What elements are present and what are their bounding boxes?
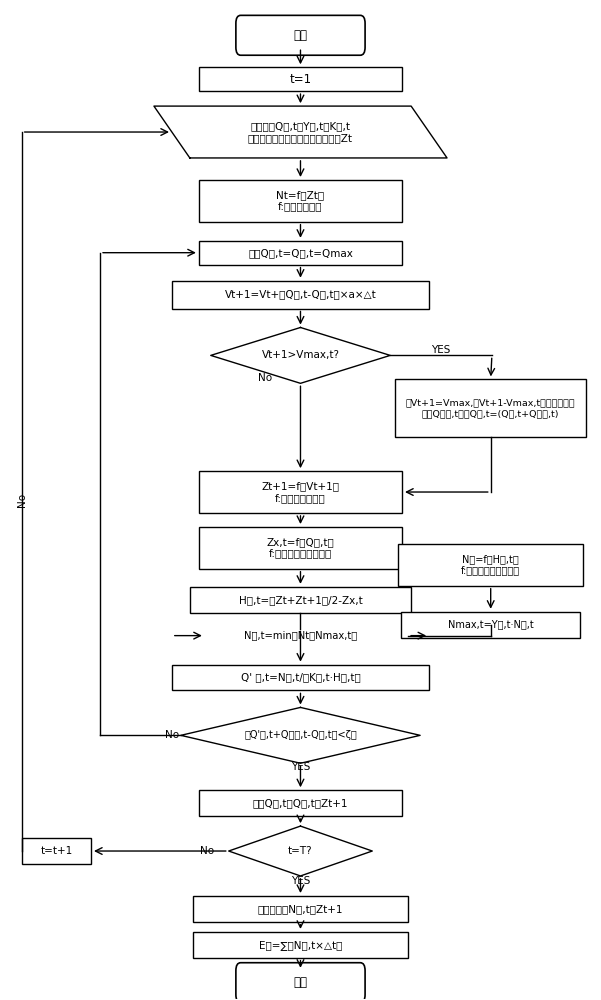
Text: t=1: t=1 bbox=[290, 73, 311, 86]
Bar bbox=[199, 471, 402, 513]
Bar bbox=[401, 612, 581, 638]
Bar bbox=[199, 180, 402, 222]
Text: 读取数据Q入,t、Y模,t、K模,t
令上一时段末水位为本时段初水位Zt: 读取数据Q入,t、Y模,t、K模,t 令上一时段末水位为本时段初水位Zt bbox=[248, 121, 353, 143]
Text: YES: YES bbox=[432, 345, 451, 355]
Text: 结束: 结束 bbox=[293, 976, 308, 989]
Text: 令Vt+1=Vmax,则Vt+1-Vmax,t为弃水量，并
计算Q泄流,t，则Q模,t=(Q流,t+Q泄流,t): 令Vt+1=Vmax,则Vt+1-Vmax,t为弃水量，并 计算Q泄流,t，则Q… bbox=[406, 399, 576, 418]
Polygon shape bbox=[229, 826, 372, 876]
Text: YES: YES bbox=[291, 876, 310, 886]
Text: 输出各时段N模,t、Zt+1: 输出各时段N模,t、Zt+1 bbox=[258, 904, 343, 914]
Text: N模,t=min（Nt，Nmax,t）: N模,t=min（Nt，Nmax,t） bbox=[244, 631, 357, 641]
Text: Zt+1=f（Vt+1）
f:查水位库容曲线: Zt+1=f（Vt+1） f:查水位库容曲线 bbox=[261, 481, 340, 503]
Bar bbox=[172, 281, 429, 309]
Bar bbox=[199, 790, 402, 816]
FancyBboxPatch shape bbox=[236, 15, 365, 55]
Text: Zx,t=f（Q模,t）
f:查下游水位流量曲线: Zx,t=f（Q模,t） f:查下游水位流量曲线 bbox=[267, 537, 334, 559]
Text: 假定Q模,t=Q流,t=Qmax: 假定Q模,t=Q流,t=Qmax bbox=[248, 248, 353, 258]
Bar bbox=[395, 379, 587, 437]
Bar bbox=[199, 241, 402, 265]
Text: 记录Q流,t、Q模,t、Zt+1: 记录Q流,t、Q模,t、Zt+1 bbox=[253, 798, 348, 808]
Text: Vt+1>Vmax,t?: Vt+1>Vmax,t? bbox=[261, 350, 340, 360]
Text: No: No bbox=[200, 846, 214, 856]
Text: No: No bbox=[17, 493, 26, 507]
Text: 开始: 开始 bbox=[293, 29, 308, 42]
Bar bbox=[193, 932, 408, 958]
Bar bbox=[199, 67, 402, 91]
Text: E模=∑（N模,t×△t）: E模=∑（N模,t×△t） bbox=[259, 940, 342, 950]
FancyBboxPatch shape bbox=[236, 963, 365, 1000]
Text: N预=f（H模,t）
f:查水头预想出力曲线: N预=f（H模,t） f:查水头预想出力曲线 bbox=[461, 554, 520, 576]
Text: Vt+1=Vt+（Q入,t-Q模,t）×a×△t: Vt+1=Vt+（Q入,t-Q模,t）×a×△t bbox=[225, 290, 376, 300]
Text: Nt=f（Zt）
f:查水库调度图: Nt=f（Zt） f:查水库调度图 bbox=[276, 190, 325, 212]
Text: （Q'流,t+Q泄流,t-Q模,t）<ζ？: （Q'流,t+Q泄流,t-Q模,t）<ζ？ bbox=[244, 730, 357, 740]
Bar bbox=[22, 838, 91, 864]
Bar bbox=[172, 665, 429, 690]
Bar bbox=[199, 527, 402, 569]
Polygon shape bbox=[211, 327, 390, 383]
Text: t=t+1: t=t+1 bbox=[40, 846, 73, 856]
Polygon shape bbox=[181, 707, 420, 763]
Text: t=T?: t=T? bbox=[288, 846, 313, 856]
Bar bbox=[398, 544, 584, 586]
Text: YES: YES bbox=[291, 762, 310, 772]
Text: Nmax,t=Y模,t·N预,t: Nmax,t=Y模,t·N预,t bbox=[448, 620, 534, 630]
Polygon shape bbox=[154, 106, 447, 158]
Text: H模,t=（Zt+Zt+1）/2-Zx,t: H模,t=（Zt+Zt+1）/2-Zx,t bbox=[239, 595, 362, 605]
Bar bbox=[193, 896, 408, 922]
Text: No: No bbox=[165, 730, 179, 740]
Text: Q' 流,t=N模,t/（K模,t·H模,t）: Q' 流,t=N模,t/（K模,t·H模,t） bbox=[240, 673, 361, 683]
Bar bbox=[190, 587, 411, 613]
Text: No: No bbox=[257, 373, 272, 383]
